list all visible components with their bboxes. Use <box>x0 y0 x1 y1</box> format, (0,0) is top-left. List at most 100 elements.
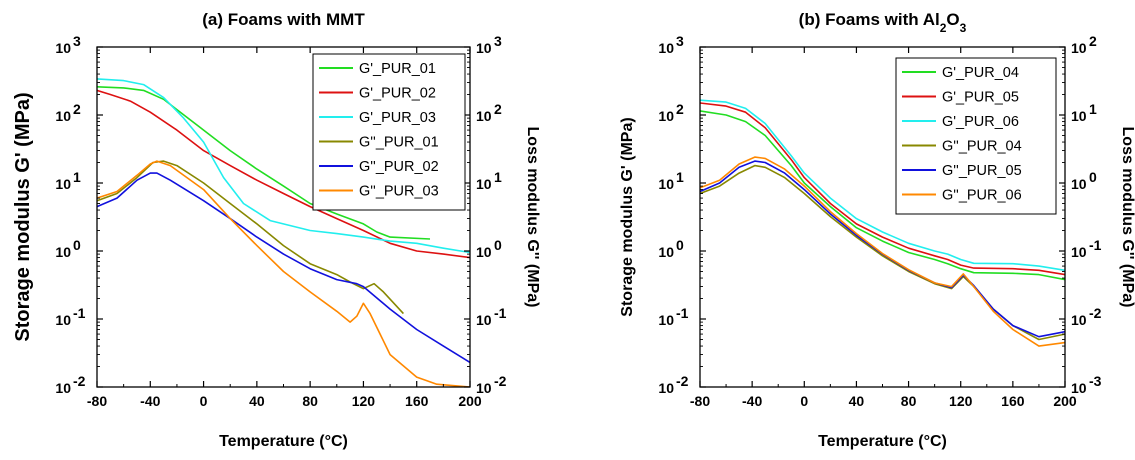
y-tick-base: 10 <box>55 244 71 260</box>
y-right-axis-label: Loss modulus G'' (MPa) <box>1119 127 1135 308</box>
y-right-tick-base: 10 <box>476 380 492 396</box>
y-right-tick-base: 10 <box>476 40 492 56</box>
x-axis-label: Temperature (°C) <box>219 433 348 450</box>
y-right-tick-base: 10 <box>476 176 492 192</box>
y-tick-base: 10 <box>55 176 71 192</box>
legend-entry: G''_PUR_06 <box>942 188 1022 204</box>
legend-entry: G'_PUR_06 <box>942 114 1019 130</box>
y-tick-exponent: -1 <box>73 305 86 321</box>
legend-entry: G'_PUR_02 <box>359 86 436 102</box>
y-right-tick-exponent: 0 <box>494 237 502 253</box>
y-right-tick-base: 10 <box>476 312 492 328</box>
y-right-tick-exponent: -1 <box>494 305 507 321</box>
y-right-tick-base: 10 <box>1071 176 1087 192</box>
legend-entry: G''_PUR_02 <box>359 159 439 175</box>
y-tick-label: 10 <box>658 380 674 396</box>
y-right-tick-label: 10 <box>476 176 492 192</box>
y-tick-exponent: -2 <box>73 373 86 389</box>
y-tick-base: 10 <box>55 380 71 396</box>
y-right-tick-exponent: 0 <box>1089 169 1097 185</box>
y-right-tick-label: 10 <box>476 40 492 56</box>
chart-title-sub: 2 <box>940 21 947 35</box>
y-right-tick-base: 10 <box>1071 108 1087 124</box>
series-line-gp_pur_05 <box>700 102 1065 276</box>
x-tick-label: -40 <box>742 393 762 409</box>
y-right-tick-exponent: -2 <box>494 373 507 389</box>
y-tick-label: 10 <box>55 108 71 124</box>
legend-entry: G'_PUR_01 <box>359 61 436 77</box>
y-axis-label: Storage modulus G' (MPa) <box>619 117 636 316</box>
legend-box <box>895 57 1057 215</box>
chart-title-sub2: 3 <box>960 21 967 35</box>
y-tick-label: 10 <box>658 40 674 56</box>
y-tick-label: 10 <box>658 244 674 260</box>
x-tick-label: -80 <box>690 393 710 409</box>
legend-entry: G''_PUR_01 <box>359 135 439 151</box>
y-tick-exponent: 3 <box>676 33 684 49</box>
x-tick-label: 0 <box>800 393 808 409</box>
y-right-tick-base: 10 <box>1071 380 1087 396</box>
x-tick-label: 80 <box>302 393 318 409</box>
y-right-tick-base: 10 <box>476 108 492 124</box>
legend-entry: G'_PUR_03 <box>359 110 436 126</box>
x-tick-label: 160 <box>1001 393 1025 409</box>
y-right-tick-exponent: -3 <box>1089 373 1102 389</box>
series-line-gp_pur_01 <box>97 86 431 240</box>
x-tick-label: 120 <box>949 393 973 409</box>
y-right-tick-label: 10 <box>1071 380 1087 396</box>
y-tick-base: 10 <box>658 244 674 260</box>
y-tick-exponent: 3 <box>73 33 81 49</box>
y-tick-label: 10 <box>55 244 71 260</box>
y-tick-label: 10 <box>55 380 71 396</box>
y-tick-exponent: -1 <box>676 305 689 321</box>
series-line-gpp_pur_02 <box>97 172 470 364</box>
series-line-gpp_pur_01 <box>97 160 404 315</box>
y-right-tick-label: 10 <box>1071 312 1087 328</box>
series-line-gpp_pur_03 <box>97 160 470 387</box>
x-tick-label: -40 <box>140 393 160 409</box>
series-line-gp_pur_02 <box>97 89 470 259</box>
chart-title-text: (a) Foams with MMT <box>202 10 365 29</box>
y-tick-exponent: 0 <box>676 237 684 253</box>
y-right-tick-base: 10 <box>476 244 492 260</box>
y-tick-base: 10 <box>658 40 674 56</box>
y-right-tick-label: 10 <box>476 108 492 124</box>
x-tick-label: 160 <box>405 393 429 409</box>
y-right-tick-label: 10 <box>1071 108 1087 124</box>
y-right-tick-exponent: 2 <box>494 101 502 117</box>
y-tick-label: 10 <box>658 108 674 124</box>
y-axis-label: Storage modulus G' (MPa) <box>12 92 34 341</box>
x-tick-label: 200 <box>458 393 482 409</box>
legend-entry: G'_PUR_04 <box>942 65 1019 81</box>
legend-entry: G''_PUR_03 <box>359 184 439 200</box>
y-tick-exponent: 2 <box>73 101 81 117</box>
legend-box <box>312 53 466 211</box>
chart-panel-0: (a) Foams with MMT-80 -40 0 40 80 120 160 20010… <box>12 10 541 450</box>
legend-entry: G'_PUR_05 <box>942 90 1019 106</box>
chart-title-mid: O <box>946 10 959 29</box>
y-right-tick-base: 10 <box>1071 40 1087 56</box>
series-line-gpp_pur_06 <box>700 156 1065 347</box>
chart-title: (a) Foams with MMT <box>202 10 365 29</box>
legend-entry: G''_PUR_04 <box>942 139 1022 155</box>
series-line-gp_pur_06 <box>700 99 1065 272</box>
x-axis-label: Temperature (°C) <box>818 433 947 450</box>
y-tick-label: 10 <box>55 176 71 192</box>
x-tick-label: 40 <box>849 393 865 409</box>
series-line-gp_pur_04 <box>700 110 1065 281</box>
y-tick-label: 10 <box>55 312 71 328</box>
chart-title-text: (b) Foams with Al <box>799 10 940 29</box>
chart-title: (b) Foams with Al2O3 <box>799 10 967 35</box>
x-tick-label: 0 <box>200 393 208 409</box>
y-tick-exponent: 0 <box>73 237 81 253</box>
series-group <box>97 78 470 387</box>
y-right-tick-label: 10 <box>476 312 492 328</box>
y-tick-exponent: 1 <box>676 169 684 185</box>
x-tick-label: 80 <box>901 393 917 409</box>
y-tick-base: 10 <box>55 108 71 124</box>
y-tick-exponent: -2 <box>676 373 689 389</box>
x-tick-label: -80 <box>87 393 107 409</box>
y-right-tick-exponent: -1 <box>1089 237 1102 253</box>
y-right-tick-label: 10 <box>1071 176 1087 192</box>
